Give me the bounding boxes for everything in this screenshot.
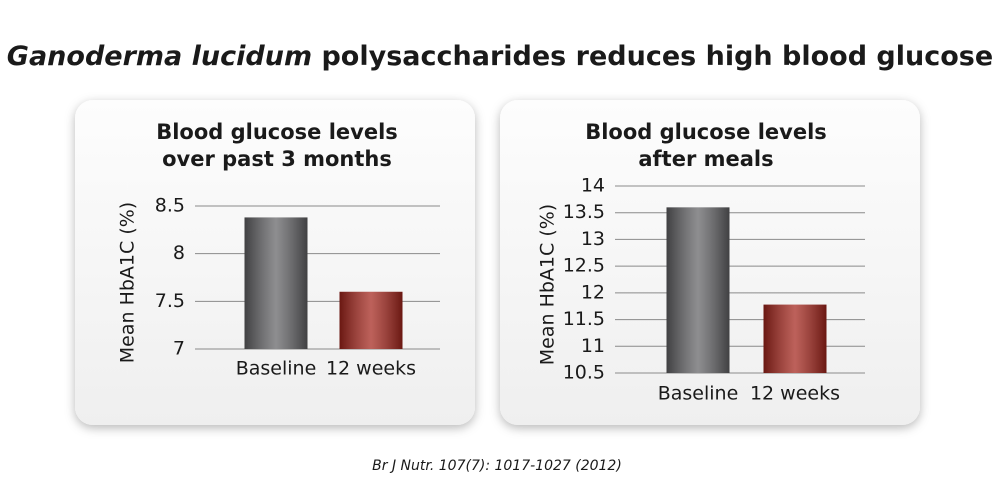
- y-tick-label: 13.5: [563, 201, 605, 223]
- x-tick-label: 12 weeks: [750, 383, 840, 405]
- source: Br J Nutr. 107(7): 1017-1027 (2012): [372, 458, 622, 474]
- y-tick-label: 8.5: [155, 195, 185, 217]
- x-tick-label: Baseline: [236, 358, 317, 380]
- chart-title: Blood glucose levels: [156, 120, 398, 144]
- y-tick-label: 10.5: [563, 362, 605, 384]
- chart-title: over past 3 months: [162, 147, 392, 171]
- title-rest: polysaccharides reduces high blood gluco…: [321, 41, 993, 72]
- x-tick-label: 12 weeks: [326, 358, 416, 380]
- y-axis-title: Mean HbA1C (%): [537, 204, 559, 365]
- chart-title: after meals: [638, 147, 773, 171]
- bar-shine: [666, 207, 730, 373]
- x-tick-label: Baseline: [658, 383, 739, 405]
- y-tick-label: 14: [581, 175, 605, 197]
- y-tick-label: 13: [581, 228, 605, 250]
- y-tick-label: 7.5: [155, 290, 185, 312]
- y-tick-label: 7: [173, 338, 185, 360]
- title-italic: Ganoderma lucidum: [7, 41, 312, 72]
- y-tick-label: 11: [581, 335, 605, 357]
- chart-title: Blood glucose levels: [585, 120, 827, 144]
- y-axis-title: Mean HbA1C (%): [117, 202, 139, 363]
- page-title: Ganoderma lucidum polysaccharides reduce…: [7, 41, 993, 72]
- bar-shine: [244, 217, 308, 349]
- y-tick-label: 11.5: [563, 308, 605, 330]
- bar-shine: [763, 304, 827, 373]
- bar-shine: [339, 291, 403, 349]
- y-tick-label: 12: [581, 281, 605, 303]
- y-tick-label: 12.5: [563, 255, 605, 277]
- y-tick-label: 8: [173, 242, 185, 264]
